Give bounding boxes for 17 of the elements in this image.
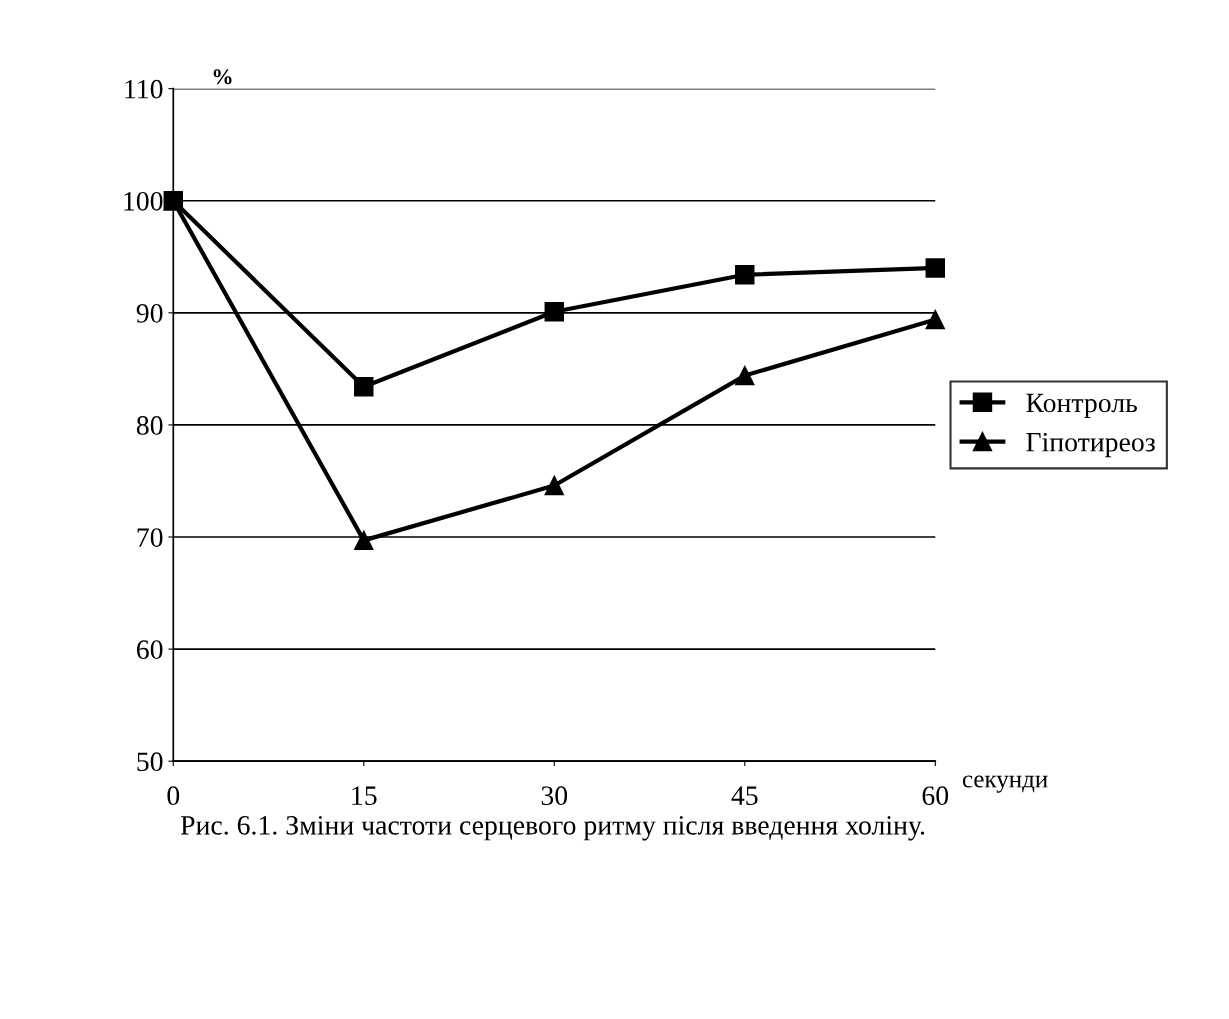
y-tick-label: 50 xyxy=(137,752,163,772)
x-tick-label: 60 xyxy=(922,786,949,806)
x-tick-label: 30 xyxy=(541,786,568,806)
x-tick-label: 0 xyxy=(167,786,180,806)
legend-label: Контроль xyxy=(1026,393,1137,418)
legend-label: Гіпотиреоз xyxy=(1026,432,1155,458)
y-tick-label: 70 xyxy=(137,528,163,547)
y-axis-title: % xyxy=(213,69,232,85)
y-tick-label: 110 xyxy=(125,79,163,99)
x-tick-label: 15 xyxy=(352,786,377,806)
x-axis-title: секунди xyxy=(962,775,1048,793)
x-tick-label: 45 xyxy=(731,786,758,806)
y-tick-label: 100 xyxy=(124,191,163,211)
y-tick-label: 90 xyxy=(136,304,163,323)
y-tick-label: 60 xyxy=(136,640,163,660)
text: Рис. 6.1. Зміни частоти серцевого ритму після введення холіну. xyxy=(180,815,925,841)
y-tick-label: 80 xyxy=(136,416,163,435)
